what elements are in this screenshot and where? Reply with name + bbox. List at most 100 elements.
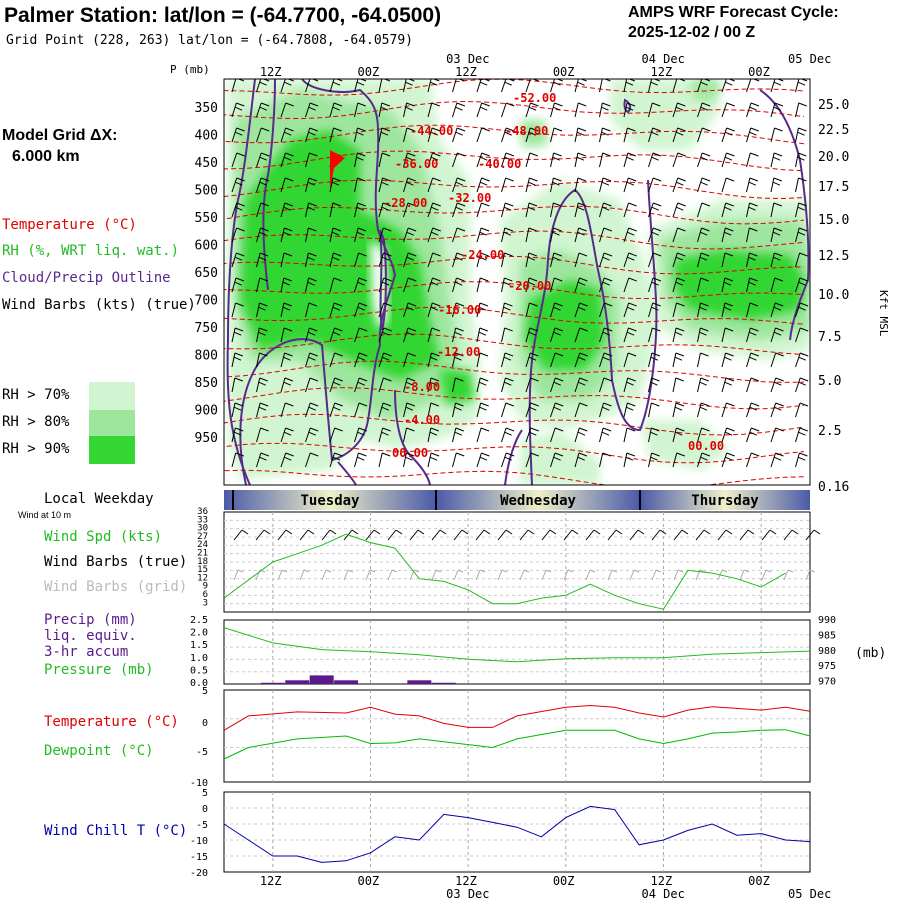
wind-barb — [280, 452, 294, 468]
wind-barb — [648, 427, 660, 443]
wind-barb — [403, 152, 416, 168]
wind-barb — [672, 127, 686, 143]
top-tick-label: 00Z — [553, 65, 575, 79]
wind-barb — [746, 102, 760, 118]
legend-temperature: Temperature (°C) — [2, 217, 137, 233]
wind-barb — [403, 377, 416, 393]
wind-barb — [795, 427, 808, 443]
wind-barbs-10m — [233, 529, 821, 541]
ws-tick-label: 27 — [197, 532, 208, 542]
temperature-panel: 5 0 -5 -10 — [190, 686, 811, 789]
wind-barb — [476, 377, 489, 393]
wind-speed-line — [223, 533, 786, 610]
wind-barb — [403, 402, 415, 418]
wind-barbs-grid-label: Wind Barbs (grid) — [44, 579, 188, 595]
wind-barb — [476, 202, 490, 218]
wind-barb — [378, 302, 392, 318]
wind-barb-10m — [695, 529, 711, 541]
wind-barb — [697, 227, 710, 243]
wind-barb — [354, 152, 366, 168]
p-tick-label: 600 — [195, 239, 218, 254]
wind-barb — [280, 427, 294, 443]
wind-barb — [329, 177, 342, 193]
wind-barb — [721, 352, 734, 368]
wind-barb — [525, 152, 539, 168]
wind-chill-grid — [224, 792, 810, 872]
isotherm-label: -12.00 — [437, 345, 480, 359]
wind-barb — [231, 402, 244, 418]
forecast-cycle: 2025-12-02 / 00 Z — [628, 24, 756, 41]
wind-barb — [599, 327, 613, 343]
wind-barb — [550, 102, 563, 118]
wind-barb-10m — [409, 529, 425, 541]
wind-barb — [452, 152, 466, 168]
wind-barb — [256, 227, 269, 243]
wind-barb — [452, 402, 464, 418]
wind-barb — [795, 102, 807, 118]
wind-barb-10m — [585, 529, 601, 541]
wind-barb — [354, 452, 367, 468]
wind-barb — [574, 202, 587, 218]
wind-barb — [452, 102, 466, 118]
wind-barb — [550, 252, 562, 268]
wind-barb — [427, 302, 441, 318]
wind-barb — [795, 202, 807, 218]
wind-barb — [427, 427, 440, 443]
wind-barb — [452, 202, 466, 218]
wind-barb-10m — [607, 529, 623, 541]
dewpoint-label: Dewpoint (°C) — [44, 743, 154, 759]
wind-barb — [574, 152, 586, 168]
weekday-label: Tuesday — [300, 493, 360, 509]
ws-tick-label: 6 — [203, 590, 208, 600]
wind-barb — [770, 402, 784, 418]
wind-barb — [599, 102, 611, 118]
wind-barb-grid — [563, 569, 574, 581]
wind-barb — [525, 402, 539, 418]
wind-barb — [231, 177, 245, 193]
wind-barb-grid — [519, 569, 530, 581]
wind-barb-grid — [299, 569, 310, 581]
wind-barb-10m — [497, 529, 513, 541]
pressure-axis: 350 400 450 500 550 600 650 700 750 800 850 900 950 — [195, 101, 218, 446]
wind-barb — [525, 377, 539, 393]
wind-barb — [256, 327, 268, 343]
wind-barb — [280, 127, 294, 143]
isotherm-label: -24.00 — [461, 248, 504, 262]
p-tick-label: 350 — [195, 101, 218, 116]
wind-barb — [354, 427, 367, 443]
kft-tick-label: 2.5 — [818, 424, 841, 439]
wind-barb — [403, 102, 415, 118]
wind-barb — [476, 302, 489, 318]
wind-barbs-true-label: Wind Barbs (true) — [44, 554, 188, 570]
wind-barb — [378, 452, 391, 468]
wind-barb — [623, 327, 637, 343]
time-height-panel: -52.00 -44.00 -48.00 -36.00 -40.00 -32.00 -28.… — [223, 78, 811, 486]
bottom-tick-label: 12Z — [455, 874, 477, 888]
wind-barb-10m — [255, 529, 271, 541]
wind-barb — [427, 102, 440, 118]
wind-barb — [697, 202, 711, 218]
rh70-swatch — [89, 382, 135, 410]
wind-barb — [623, 402, 636, 418]
wind-barb — [305, 302, 318, 318]
wind-barb-10m — [541, 529, 557, 541]
wind-barb — [550, 402, 564, 418]
wind-barb — [550, 177, 562, 193]
windchill-tick-label: -5 — [196, 820, 208, 831]
wind-barb — [378, 252, 392, 268]
wind-barb — [550, 202, 562, 218]
wind-barb — [746, 277, 758, 293]
wind-barb-10m — [761, 529, 777, 541]
wind-barb — [746, 402, 760, 418]
kft-tick-label: 7.5 — [818, 330, 841, 345]
wind-barb — [427, 377, 440, 393]
wind-barb — [525, 102, 539, 118]
wind-barb — [599, 452, 611, 468]
wind-barb — [256, 152, 270, 168]
wind-barb — [501, 327, 513, 343]
wind-barb — [280, 252, 293, 268]
wind-barb — [599, 202, 612, 218]
wind-barb — [550, 127, 563, 143]
wind-barb — [795, 177, 807, 193]
wind-barb — [231, 152, 245, 168]
